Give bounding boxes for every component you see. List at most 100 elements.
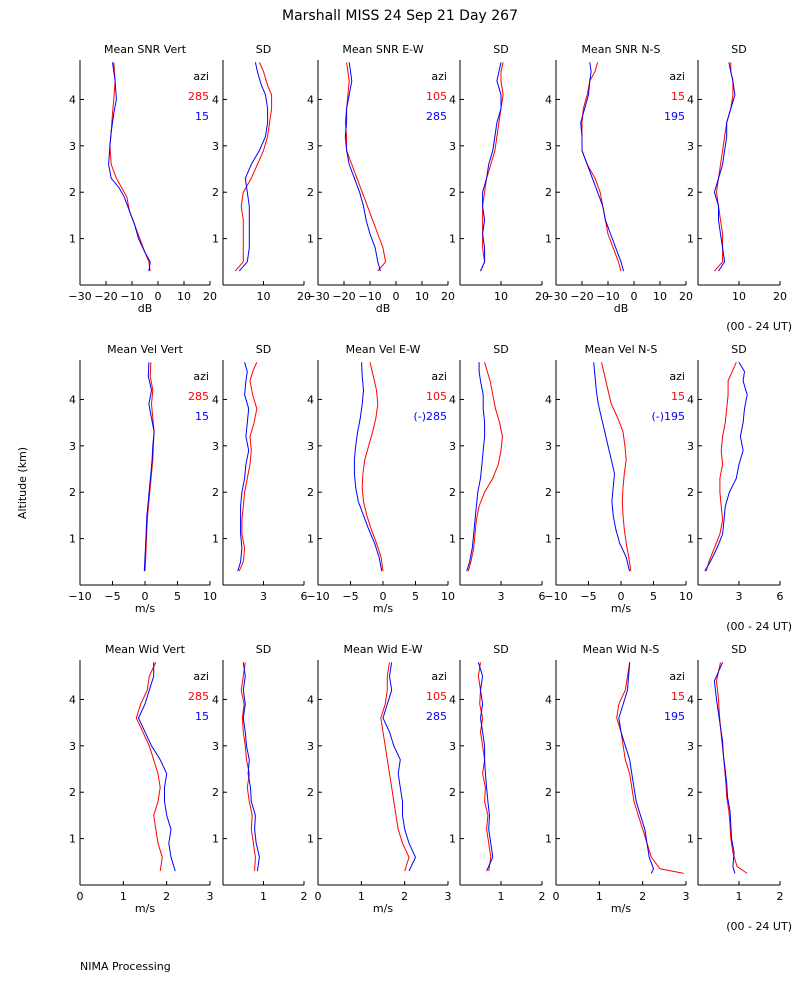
y-tick-label: 3 xyxy=(69,440,76,453)
x-axis-label: m/s xyxy=(611,902,631,915)
chart-panel: Mean Vel Vert 1 2 3 4 −10 −5 0 5 10 m/s azi 285 15 xyxy=(68,343,217,615)
x-tick-label: 1 xyxy=(736,890,743,903)
series-line-red xyxy=(361,362,384,572)
x-tick-label: 0 xyxy=(380,590,387,603)
y-tick-label: 4 xyxy=(545,93,552,106)
y-tick-label: 4 xyxy=(307,693,314,706)
x-tick-label: 1 xyxy=(498,890,505,903)
y-tick-label: 2 xyxy=(307,786,314,799)
panel-title: SD xyxy=(731,43,746,56)
x-tick-label: 0 xyxy=(553,890,560,903)
legend-header: azi xyxy=(193,70,209,83)
panel-title: Mean Wid N-S xyxy=(583,643,660,656)
legend-entry: 195 xyxy=(664,110,685,123)
x-tick-label: 0 xyxy=(618,590,625,603)
series-line-blue xyxy=(344,62,381,272)
y-tick-label: 4 xyxy=(212,693,219,706)
legend-header: azi xyxy=(193,370,209,383)
y-tick-label: 2 xyxy=(449,186,456,199)
x-tick-label: 2 xyxy=(777,890,784,903)
x-tick-label: 0 xyxy=(393,290,400,303)
legend-header: azi xyxy=(193,670,209,683)
x-tick-label: −20 xyxy=(94,290,117,303)
x-tick-label: 3 xyxy=(207,890,214,903)
y-tick-label: 3 xyxy=(449,140,456,153)
x-tick-label: 10 xyxy=(494,290,508,303)
y-tick-label: 3 xyxy=(212,140,219,153)
panel-title: SD xyxy=(493,643,508,656)
x-tick-label: 20 xyxy=(773,290,787,303)
y-tick-label: 1 xyxy=(545,233,552,246)
x-tick-label: −30 xyxy=(306,290,329,303)
panel-title: SD xyxy=(256,343,271,356)
x-axis-label: m/s xyxy=(373,602,393,615)
series-line-blue xyxy=(238,62,269,272)
y-tick-label: 3 xyxy=(545,740,552,753)
y-tick-label: 2 xyxy=(69,486,76,499)
y-tick-label: 3 xyxy=(449,440,456,453)
series-line-blue xyxy=(477,662,494,872)
y-axis-label: Altitude (km) xyxy=(16,447,29,519)
series-line-red xyxy=(714,62,734,272)
x-tick-label: 6 xyxy=(539,590,546,603)
chart-panel: SD 1 2 3 4 3 6 xyxy=(687,343,784,603)
series-line-blue xyxy=(108,62,151,272)
legend-entry: 15 xyxy=(671,390,685,403)
x-tick-label: 3 xyxy=(683,890,690,903)
x-tick-label: 20 xyxy=(203,290,217,303)
legend-header: azi xyxy=(431,70,447,83)
y-tick-label: 4 xyxy=(69,693,76,706)
y-tick-label: 1 xyxy=(212,833,219,846)
x-tick-label: −10 xyxy=(358,290,381,303)
x-tick-label: −5 xyxy=(342,590,358,603)
x-tick-label: 20 xyxy=(441,290,455,303)
chart-panel: SD 1 2 3 4 3 6 xyxy=(212,343,308,603)
y-tick-label: 1 xyxy=(69,233,76,246)
x-tick-label: 0 xyxy=(142,590,149,603)
chart-panel: Mean Vel E-W 1 2 3 4 −10 −5 0 5 10 m/s azi 105 (-)285 xyxy=(306,343,455,615)
x-tick-label: 5 xyxy=(174,590,181,603)
series-line-red xyxy=(109,62,151,272)
y-tick-label: 3 xyxy=(212,740,219,753)
y-tick-label: 2 xyxy=(212,186,219,199)
x-tick-label: 10 xyxy=(257,290,271,303)
x-tick-label: 0 xyxy=(631,290,638,303)
y-tick-label: 3 xyxy=(212,440,219,453)
y-tick-label: 1 xyxy=(307,533,314,546)
series-line-red xyxy=(601,362,632,572)
series-line-red xyxy=(705,362,737,572)
chart-panel: SD 1 2 3 4 10 20 xyxy=(449,43,549,303)
y-tick-label: 4 xyxy=(545,693,552,706)
series-line-blue xyxy=(237,362,250,572)
chart-panel: Mean SNR E-W 1 2 3 4 −30 −20 −10 0 10 20 dB azi 105 28… xyxy=(306,43,455,315)
y-tick-label: 4 xyxy=(449,393,456,406)
y-tick-label: 3 xyxy=(687,440,694,453)
legend-header: azi xyxy=(669,670,685,683)
panel-title: Mean SNR E-W xyxy=(342,43,423,56)
x-axis-label: m/s xyxy=(611,602,631,615)
x-tick-label: 2 xyxy=(163,890,170,903)
y-tick-label: 1 xyxy=(545,833,552,846)
y-tick-label: 1 xyxy=(687,233,694,246)
y-tick-label: 2 xyxy=(449,486,456,499)
legend-entry: 285 xyxy=(188,90,209,103)
panel-title: Mean Vel Vert xyxy=(107,343,183,356)
legend-entry: 15 xyxy=(671,690,685,703)
y-tick-label: 2 xyxy=(545,186,552,199)
series-line-blue xyxy=(593,362,630,572)
panel-title: Mean Wid E-W xyxy=(344,643,423,656)
series-line-blue xyxy=(466,362,486,572)
y-tick-label: 2 xyxy=(307,486,314,499)
y-tick-label: 3 xyxy=(69,740,76,753)
chart-panel: Mean SNR Vert 1 2 3 4 −30 −20 −10 0 10 20 dB azi 285 1… xyxy=(68,43,217,315)
y-tick-label: 2 xyxy=(69,786,76,799)
y-tick-label: 1 xyxy=(212,233,219,246)
x-tick-label: 2 xyxy=(401,890,408,903)
y-tick-label: 4 xyxy=(687,93,694,106)
series-line-red xyxy=(344,62,387,272)
time-range-label: (00 - 24 UT) xyxy=(726,620,792,633)
chart-panel: Mean SNR N-S 1 2 3 4 −30 −20 −10 0 10 20 dB azi 15 195 xyxy=(544,43,693,315)
time-range-label: (00 - 24 UT) xyxy=(726,320,792,333)
panel-title: SD xyxy=(731,643,746,656)
